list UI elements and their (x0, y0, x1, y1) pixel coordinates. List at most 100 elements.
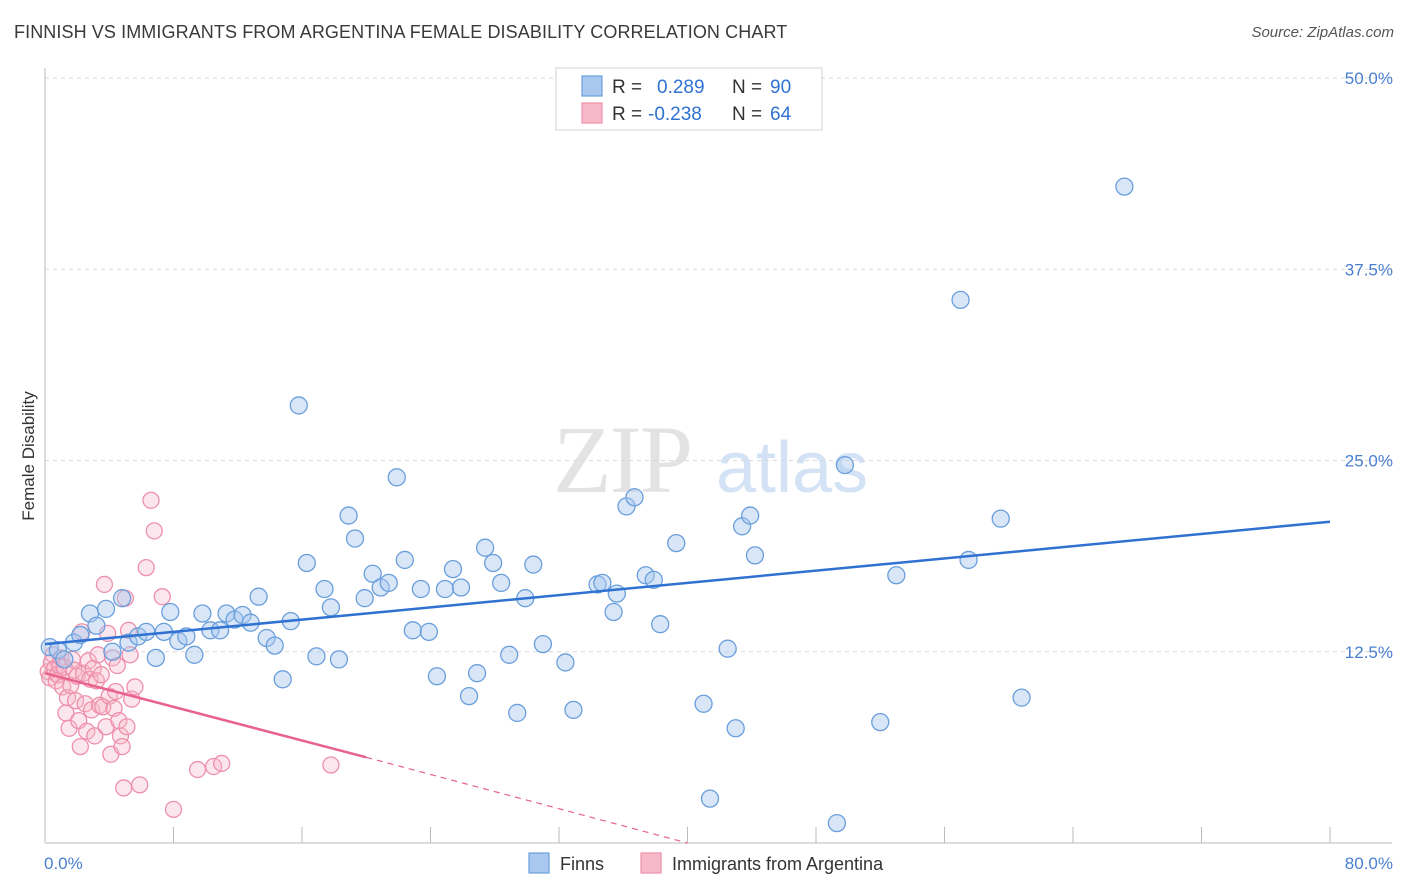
data-point-argentina (322, 756, 340, 774)
grid-lines (45, 77, 1392, 653)
data-point-finns (355, 589, 374, 608)
data-point-finns (419, 622, 439, 642)
data-point-finns (289, 396, 308, 415)
data-point-finns (379, 573, 398, 593)
data-point-finns (315, 579, 334, 599)
data-point-argentina (137, 558, 155, 577)
trend-line-argentina-extension (366, 756, 688, 844)
y-tick-label: 25.0% (1345, 452, 1393, 471)
watermark-zip: ZIP (553, 406, 691, 513)
data-point-argentina (95, 575, 114, 594)
data-point-finns (991, 509, 1010, 528)
x-tick-labels: 0.0% 80.0% (44, 854, 1393, 873)
data-point-finns (1012, 688, 1031, 707)
data-point-finns (651, 615, 670, 634)
data-point-finns (467, 664, 487, 683)
data-point-argentina (78, 722, 96, 740)
data-point-finns (667, 533, 686, 553)
data-point-argentina (111, 727, 130, 745)
data-point-finns (339, 506, 358, 525)
source-label: Source: ZipAtlas.com (1251, 24, 1394, 41)
bottom-legend-swatch-finns (528, 852, 550, 874)
data-point-finns (745, 546, 765, 565)
data-point-argentina (92, 666, 110, 684)
legend-r-value-finns: 0.289 (657, 77, 705, 98)
data-point-finns (55, 650, 74, 669)
data-point-finns (411, 579, 431, 599)
data-point-argentina (118, 718, 136, 736)
data-point-finns (740, 506, 760, 525)
data-point-finns (265, 636, 284, 655)
data-point-argentina (86, 727, 104, 745)
data-point-finns (112, 589, 132, 608)
data-point-finns (210, 621, 230, 640)
data-point-argentina (66, 692, 85, 710)
data-point-finns (103, 642, 122, 661)
data-point-argentina (71, 737, 89, 756)
data-point-finns (193, 604, 212, 623)
data-point-finns (475, 538, 495, 557)
data-point-argentina (108, 656, 126, 675)
data-point-finns (524, 555, 543, 574)
watermark-atlas: atlas (716, 428, 868, 508)
legend-n-value-argentina: 64 (770, 104, 792, 125)
legend-r-label-finns: R = (612, 77, 642, 98)
data-point-finns (492, 573, 511, 593)
data-point-finns (363, 564, 382, 583)
data-point-finns (644, 570, 663, 589)
data-point-finns (443, 559, 463, 579)
trend-line-argentina (44, 671, 367, 759)
data-point-finns (593, 573, 612, 593)
bottom-legend-label-finns: Finns (560, 854, 604, 874)
bottom-legend: Finns Immigrants from Argentina (528, 852, 884, 874)
data-point-finns (307, 647, 326, 666)
data-point-argentina (115, 779, 133, 797)
data-point-argentina (145, 522, 163, 540)
data-point-argentina (153, 588, 171, 606)
data-point-finns (500, 645, 519, 664)
data-point-argentina (82, 701, 101, 719)
data-point-finns (533, 634, 553, 654)
data-point-finns (161, 602, 180, 622)
data-point-argentina (89, 646, 107, 664)
data-point-finns (387, 468, 406, 487)
data-point-finns (321, 598, 341, 617)
data-point-finns (395, 550, 414, 570)
data-point-finns (1115, 177, 1134, 196)
legend-box: R = 0.289 N = 90 R = -0.238 N = 64 (555, 67, 823, 131)
data-point-finns (508, 703, 527, 723)
data-point-finns (726, 719, 745, 738)
data-point-finns (556, 653, 575, 672)
data-point-finns (87, 616, 106, 635)
legend-r-label-argentina: R = (612, 104, 642, 125)
y-tick-labels: 12.5% 25.0% 37.5% 50.0% (1345, 69, 1393, 662)
data-point-finns (483, 553, 503, 573)
data-point-argentina (119, 621, 138, 639)
data-point-finns (297, 553, 316, 573)
data-point-argentina (76, 695, 94, 713)
series-argentina-points (39, 491, 340, 818)
data-point-finns (835, 455, 855, 475)
data-point-finns (273, 670, 292, 689)
data-point-finns (403, 621, 422, 640)
data-point-finns (119, 633, 138, 652)
legend-n-label-finns: N = (732, 77, 762, 98)
data-point-finns (345, 529, 365, 548)
data-point-finns (185, 645, 204, 664)
data-point-argentina (131, 776, 149, 794)
bottom-legend-label-argentina: Immigrants from Argentina (672, 854, 884, 874)
x-tick-label-min: 0.0% (44, 854, 83, 873)
data-point-finns (887, 566, 906, 585)
data-point-argentina (142, 491, 160, 509)
data-point-finns (718, 639, 737, 658)
data-point-argentina (113, 737, 131, 756)
axes (44, 68, 1392, 844)
legend-r-value-argentina: -0.238 (648, 104, 702, 125)
data-point-finns (604, 602, 623, 622)
legend-n-value-finns: 90 (770, 77, 791, 98)
data-point-argentina (164, 800, 183, 818)
data-point-finns (700, 789, 720, 808)
data-point-finns (951, 290, 970, 310)
data-point-finns (435, 579, 455, 599)
y-tick-label: 12.5% (1345, 643, 1393, 662)
